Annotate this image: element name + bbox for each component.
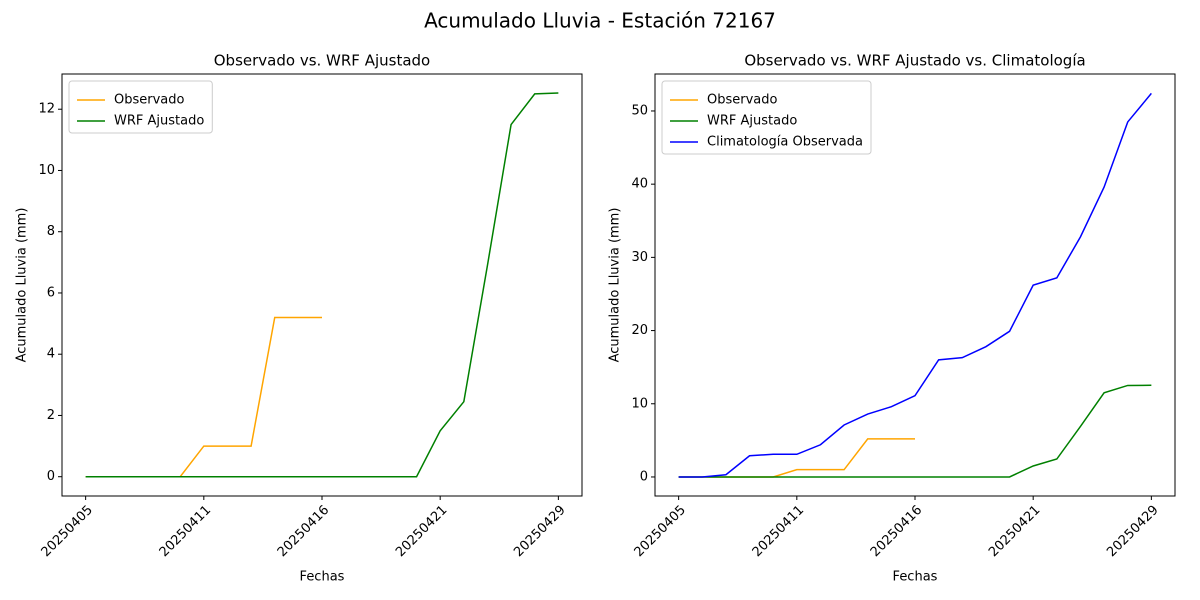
legend-label: WRF Ajustado: [707, 114, 797, 129]
series-line: [85, 316, 322, 478]
series-line: [678, 92, 1152, 478]
subplot-title: Observado vs. WRF Ajustado vs. Climatolo…: [744, 52, 1085, 70]
figure-title: Acumulado Lluvia - Estación 72167: [424, 9, 776, 33]
axes-frame: [654, 73, 1176, 497]
x-tick-label: 20250405: [632, 503, 689, 560]
series-line: [678, 438, 915, 478]
x-tick-label: 20250416: [868, 503, 925, 560]
x-tick-label: 20250429: [511, 503, 568, 560]
x-tick-label: 20250411: [750, 503, 807, 560]
x-tick-label: 20250411: [157, 503, 214, 560]
legend-label: Observado: [707, 93, 778, 108]
axes-frame: [61, 73, 583, 497]
x-axis-label: Fechas: [893, 570, 938, 585]
y-tick-label: 0: [640, 469, 648, 484]
y-tick-label: 0: [47, 469, 55, 484]
y-tick-label: 20: [631, 323, 648, 338]
legend: Observado WRF Ajustado: [68, 80, 213, 134]
y-tick-label: 8: [47, 224, 55, 239]
legend-box: [661, 80, 872, 155]
y-tick-label: 12: [38, 102, 55, 117]
x-tick-label: 20250405: [39, 503, 96, 560]
y-axis-label: Acumulado Lluvia (mm): [15, 208, 30, 363]
y-tick-label: 50: [631, 103, 648, 118]
x-tick-label: 20250416: [275, 503, 332, 560]
y-axis-label: Acumulado Lluvia (mm): [608, 208, 623, 363]
x-tick-label: 20250421: [986, 503, 1043, 560]
y-tick-label: 2: [47, 408, 55, 423]
y-tick-label: 30: [631, 250, 648, 265]
legend-label: WRF Ajustado: [114, 114, 204, 129]
y-tick-label: 10: [38, 163, 55, 178]
series-line: [678, 384, 1152, 478]
legend-box: [68, 80, 213, 134]
legend-label: Climatología Observada: [707, 135, 863, 150]
y-tick-label: 40: [631, 177, 648, 192]
y-tick-label: 10: [631, 396, 648, 411]
x-tick-label: 20250429: [1104, 503, 1161, 560]
x-tick-label: 20250421: [393, 503, 450, 560]
legend: Observado WRF Ajustado Climatología Observ…: [661, 80, 872, 155]
y-tick-label: 4: [47, 347, 55, 362]
series-line: [85, 92, 559, 478]
legend-label: Observado: [114, 93, 185, 108]
subplot: Observado vs. WRF Ajustado Fechas Acumulad…: [15, 52, 583, 585]
subplot-title: Observado vs. WRF Ajustado: [214, 52, 430, 70]
y-tick-label: 6: [47, 285, 55, 300]
subplot: Observado vs. WRF Ajustado vs. Climatolo…: [608, 52, 1176, 585]
x-axis-label: Fechas: [300, 570, 345, 585]
